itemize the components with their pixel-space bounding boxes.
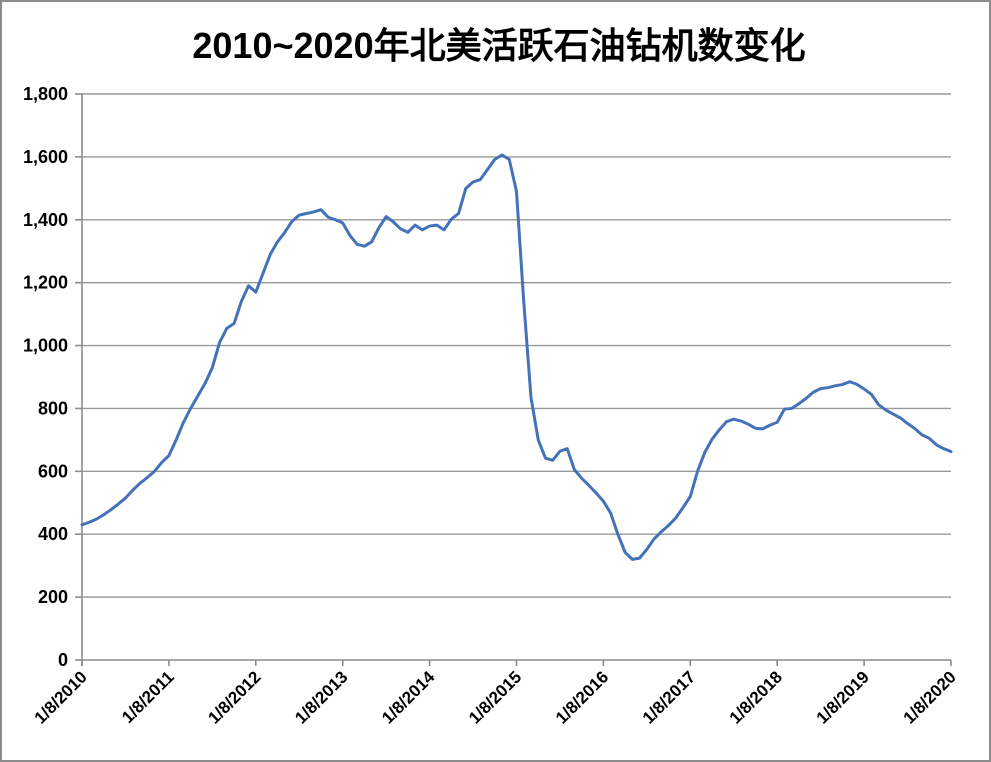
grid-layer [82,93,951,598]
y-axis-tick-label: 1,000 [23,336,68,356]
chart-title: 2010~2020年北美活跃石油钻机数变化 [192,25,805,66]
x-axis-tick-label: 1/8/2015 [465,667,525,727]
y-axis-tick-label: 800 [38,398,68,418]
y-axis-tick-label: 0 [58,650,68,670]
x-axis-tick-label: 1/8/2014 [378,667,439,728]
x-axis-tick-label: 1/8/2010 [31,667,91,727]
y-axis-tick-label: 1,800 [23,84,68,104]
x-axis-tick-label: 1/8/2018 [726,667,786,727]
y-axis-tick-label: 400 [38,524,68,544]
x-axis-tick-label: 1/8/2012 [204,667,264,727]
y-axis-tick-label: 1,400 [23,210,68,230]
series-layer [80,153,953,561]
y-axis-tick-label: 1,600 [23,147,68,167]
data-series-line [80,153,953,561]
x-axis-tick-label: 1/8/2011 [118,667,178,727]
x-axis-tick-label: 1/8/2017 [639,667,699,727]
x-axis-tick-label: 1/8/2020 [900,667,960,727]
axis-layer [75,93,952,666]
x-axis-tick-label: 1/8/2019 [813,667,873,727]
y-axis-tick-label: 200 [38,587,68,607]
y-axis-tick-label: 600 [38,461,68,481]
x-axis-tick-label: 1/8/2016 [552,667,612,727]
y-axis-tick-label: 1,200 [23,273,68,293]
x-axis-tick-label: 1/8/2013 [291,667,351,727]
axis-label-layer: 0 200 400 600 800 1,000 1,200 1,400 1,600 1,800 1/… [23,84,960,728]
